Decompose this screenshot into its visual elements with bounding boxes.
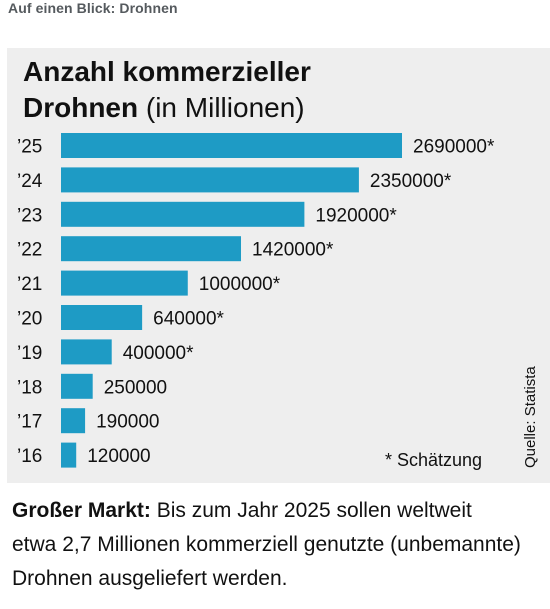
summary-lead: Großer Markt: — [12, 499, 151, 522]
year-label: ’25 — [17, 137, 42, 158]
year-label: ’18 — [17, 377, 42, 398]
summary-paragraph: Großer Markt: Bis zum Jahr 2025 sollen w… — [12, 494, 522, 596]
value-label: 1000000* — [199, 274, 281, 295]
value-label: 120000 — [87, 446, 150, 467]
summary-text: Bis zum Jahr 2025 sollen welt­weit etwa … — [12, 499, 521, 590]
value-label: 2350000* — [370, 171, 452, 192]
value-label: 1920000* — [315, 205, 397, 226]
bar — [61, 133, 402, 158]
source-credit: Quelle: Statista — [522, 366, 539, 468]
bar-chart-svg: ’25 2690000* ’24 2350000* ’23 1920000* ’22 1420… — [17, 133, 495, 468]
value-label: 250000 — [104, 377, 167, 398]
year-label: ’23 — [17, 205, 42, 226]
year-label: ’17 — [17, 412, 42, 433]
year-label: ’22 — [17, 240, 42, 261]
value-label: 640000* — [153, 309, 224, 330]
value-label: 190000 — [96, 412, 159, 433]
bar — [61, 270, 188, 296]
bar — [61, 167, 359, 193]
value-label: 2690000* — [413, 137, 495, 158]
year-label: ’19 — [17, 343, 42, 364]
chart-card: Anzahl kommerzieller Drohnen (in Million… — [7, 48, 550, 483]
bar — [61, 442, 77, 468]
chart-title-bold: Drohnen — [23, 92, 139, 123]
bar — [61, 236, 242, 262]
year-label: ’16 — [17, 446, 42, 467]
chart-title: Anzahl kommerzieller Drohnen (in Million… — [23, 54, 311, 126]
value-label: 1420000* — [252, 240, 334, 261]
chart-title-unit: (in Millionen) — [145, 92, 305, 123]
year-label: ’24 — [17, 171, 43, 192]
bar — [61, 305, 143, 330]
bar — [61, 201, 305, 227]
bar — [61, 408, 86, 434]
chart-title-line2: Drohnen (in Millionen) — [23, 90, 311, 126]
year-label: ’20 — [17, 309, 42, 330]
kicker-headline: Auf einen Blick: Drohnen — [8, 0, 178, 16]
value-label: 400000* — [123, 343, 194, 364]
bar — [61, 373, 93, 399]
bar — [61, 339, 112, 365]
year-label: ’21 — [17, 274, 42, 295]
chart-title-line1: Anzahl kommerzieller — [23, 56, 311, 87]
estimate-footnote: * Schätzung — [385, 450, 483, 470]
